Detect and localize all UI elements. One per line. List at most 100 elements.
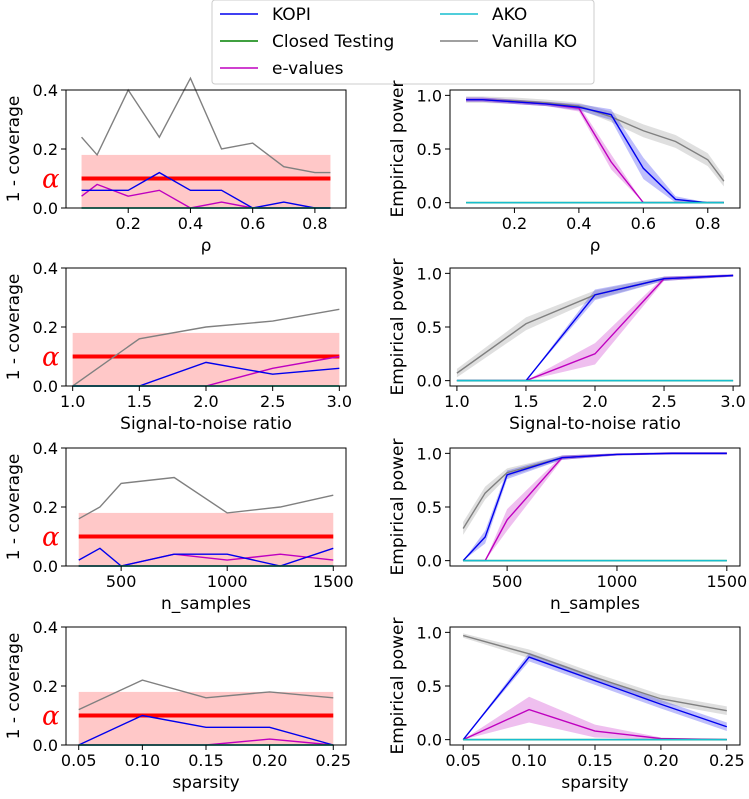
x-tick-label: 2.0 — [193, 392, 218, 411]
x-axis-label: sparsity — [172, 773, 239, 793]
x-tick-label: 0.20 — [252, 751, 288, 770]
legend: KOPI Closed Testing e-values AKO Vanilla… — [211, 0, 595, 85]
x-tick-label: 3.0 — [327, 392, 352, 411]
x-tick-label: 1.0 — [60, 392, 85, 411]
y-axis-label: Empirical power — [388, 81, 408, 218]
x-axis-label: ρ — [201, 236, 212, 256]
band-vanilla-ko — [466, 96, 724, 187]
band-e-values — [463, 696, 727, 740]
series-line-kopi — [78, 714, 334, 746]
alpha-band — [72, 332, 340, 386]
x-tick-label: 0.8 — [302, 214, 327, 233]
y-tick-label: 0.2 — [33, 140, 58, 159]
series-line-vanilla-ko — [78, 476, 334, 520]
series-line-kopi — [81, 171, 331, 209]
legend-label-vanilla-ko: Vanilla KO — [492, 32, 577, 52]
legend-label-e-values: e-values — [272, 59, 344, 79]
x-axis-label: Signal-to-noise ratio — [120, 414, 292, 434]
x-tick-label: 0.15 — [577, 751, 613, 770]
y-tick-label: 0.2 — [33, 677, 58, 696]
x-tick-label: 1500 — [706, 572, 747, 591]
x-tick-label: 3.0 — [720, 392, 745, 411]
chart-panel-4: 1.0 1.5 2.0 2.5 3.0 0.0 0.5 1.0 Signal-to-noise … — [388, 259, 746, 434]
y-tick-label: 0.0 — [33, 736, 58, 755]
y-tick-label: 0.0 — [417, 194, 442, 213]
x-axis-label: sparsity — [561, 773, 628, 793]
x-tick-label: 1.0 — [444, 392, 469, 411]
x-tick-label: 0.2 — [502, 214, 527, 233]
band-e-values — [456, 274, 734, 381]
y-tick-label: 1.0 — [417, 444, 442, 463]
y-axis-label: Empirical power — [388, 439, 408, 576]
y-tick-label: 0.4 — [33, 439, 58, 458]
x-tick-label: 2.5 — [651, 392, 676, 411]
x-tick-label: 0.6 — [631, 214, 656, 233]
chart-panel-3: α1.0 1.5 2.0 2.5 3.0 0.0 0.2 0.4 Signal-to-noise… — [4, 259, 352, 434]
x-tick-label: 0.10 — [125, 751, 161, 770]
series-line-e-values — [463, 452, 727, 562]
x-axis-label: Signal-to-noise ratio — [509, 414, 681, 434]
legend-label-closed-testing: Closed Testing — [272, 32, 394, 52]
y-axis-label: 1 - coverage — [4, 633, 24, 740]
x-tick-label: 0.2 — [115, 214, 140, 233]
series-line-kopi — [462, 656, 728, 741]
x-tick-label: 0.05 — [445, 751, 481, 770]
legend-label-ako: AKO — [492, 5, 527, 25]
alpha-label: α — [42, 702, 60, 732]
y-tick-label: 0.0 — [33, 199, 58, 218]
y-tick-label: 0.0 — [33, 557, 58, 576]
x-tick-label: 0.8 — [695, 214, 720, 233]
x-axis-label: n_samples — [161, 594, 251, 614]
y-tick-label: 0.0 — [417, 552, 442, 571]
series-line-kopi — [466, 98, 724, 204]
band-kopi — [456, 274, 734, 381]
chart-panel-2: 0.2 0.4 0.6 0.8 0.0 0.5 1.0 ρ Empirical power — [388, 81, 741, 256]
chart-panel-1: α 0.2 0.4 0.6 0.8 0.0 0.2 0.4 ρ 1 - coverage — [4, 76, 347, 256]
x-tick-label: 0.20 — [643, 751, 679, 770]
x-tick-label: 1.5 — [513, 392, 538, 411]
x-tick-label: 500 — [492, 572, 523, 591]
chart-panel-5: α 500 1000 1500 0.0 0.2 0.4 n_samples 1 - covera… — [4, 439, 354, 614]
alpha-label: α — [42, 165, 60, 195]
y-tick-label: 0.0 — [417, 372, 442, 391]
chart-panel-8: 0.05 0.10 0.15 0.20 0.25 0.0 0.5 1.0 sparsity Emp… — [388, 618, 745, 793]
y-tick-label: 0.5 — [417, 498, 442, 517]
band-kopi — [463, 452, 727, 561]
y-axis-label: 1 - coverage — [4, 454, 24, 561]
panels: α 0.2 0.4 0.6 0.8 0.0 0.2 0.4 ρ 1 - coverage 0.2 0.… — [4, 76, 747, 793]
y-tick-label: 0.5 — [417, 318, 442, 337]
x-tick-label: 0.25 — [709, 751, 745, 770]
x-tick-label: 500 — [106, 572, 137, 591]
y-tick-label: 0.2 — [33, 318, 58, 337]
x-tick-label: 2.5 — [260, 392, 285, 411]
chart-panel-7: α0.05 0.10 0.15 0.20 0.25 0.0 0.2 0.4 sparsity 1 … — [4, 618, 351, 793]
x-tick-label: 0.05 — [61, 751, 97, 770]
y-axis-label: Empirical power — [388, 259, 408, 396]
alpha-band — [78, 691, 334, 745]
x-tick-label: 1.5 — [127, 392, 152, 411]
alpha-label: α — [42, 343, 60, 373]
x-tick-label: 0.4 — [178, 214, 203, 233]
x-axis-label: n_samples — [550, 594, 640, 614]
y-tick-label: 0.4 — [33, 81, 58, 100]
x-axis-label: ρ — [590, 236, 601, 256]
y-tick-label: 0.2 — [33, 498, 58, 517]
series-line-vanilla-ko — [81, 76, 331, 174]
y-tick-label: 0.5 — [417, 677, 442, 696]
chart-panel-6: 500 1000 1500 0.0 0.5 1.0 n_samples Empirical p… — [388, 439, 747, 614]
x-tick-label: 0.15 — [188, 751, 224, 770]
series-line-vanilla-ko — [72, 308, 340, 387]
series-line-vanilla-ko — [462, 634, 727, 712]
y-tick-label: 1.0 — [417, 86, 442, 105]
y-tick-label: 0.0 — [33, 377, 58, 396]
x-tick-label: 2.0 — [582, 392, 607, 411]
y-axis-label: Empirical power — [388, 618, 408, 755]
x-tick-label: 0.10 — [511, 751, 547, 770]
alpha-band — [81, 154, 331, 208]
x-tick-label: 1000 — [207, 572, 248, 591]
band-e-values — [463, 452, 727, 561]
legend-label-kopi: KOPI — [272, 5, 311, 25]
x-tick-label: 1000 — [597, 572, 638, 591]
axes-frame — [449, 267, 741, 387]
